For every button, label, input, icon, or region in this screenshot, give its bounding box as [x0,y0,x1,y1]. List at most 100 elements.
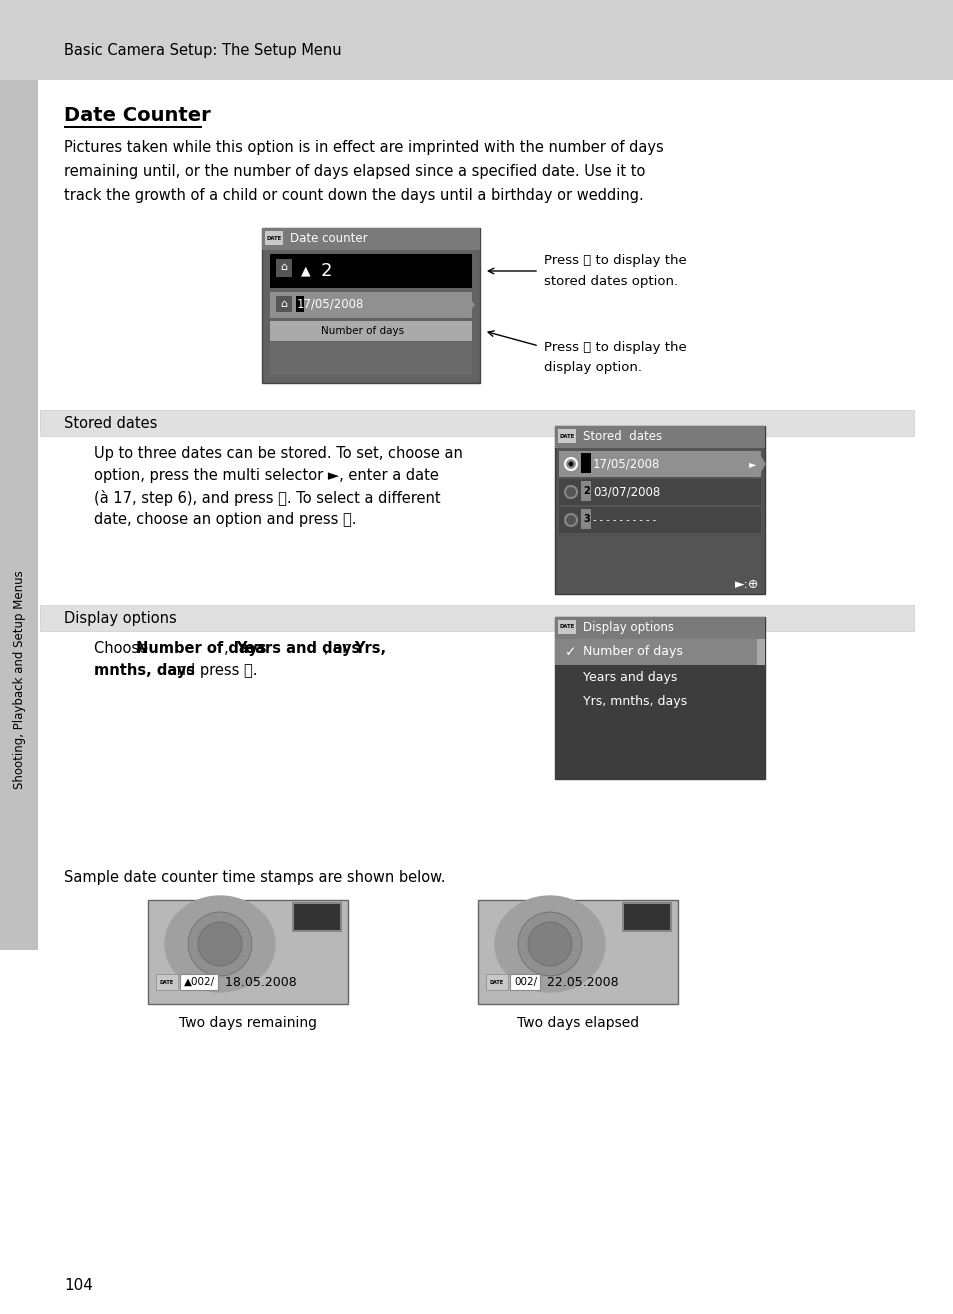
Bar [555,639,764,665]
Bar [580,481,590,501]
Bar [270,342,472,374]
Text: Yrs,: Yrs, [354,641,386,656]
Text: option, press the multi selector ►, enter a date: option, press the multi selector ►, ente… [94,468,438,484]
Bar [292,901,341,932]
Text: display option.: display option. [543,361,641,374]
Bar [621,901,671,932]
Text: 2: 2 [320,261,332,280]
Text: Press ⒪ to display the: Press ⒪ to display the [543,342,686,353]
Text: ⌂: ⌂ [280,300,287,309]
Text: Two days elapsed: Two days elapsed [517,1016,639,1030]
Text: DATE: DATE [558,434,574,439]
Text: ✓: ✓ [564,645,576,660]
Bar [558,507,760,533]
Text: Sample date counter time stamps are shown below.: Sample date counter time stamps are show… [64,870,445,886]
Text: stored dates option.: stored dates option. [543,275,678,288]
Text: 2: 2 [583,486,590,495]
Polygon shape [463,292,474,318]
Text: 17/05/2008: 17/05/2008 [593,457,659,470]
Text: Years and days: Years and days [582,670,677,683]
Bar [262,229,479,250]
Polygon shape [165,896,274,992]
Text: Number of days: Number of days [582,645,682,658]
Text: Stored  dates: Stored dates [582,431,661,444]
Text: DATE: DATE [160,979,173,984]
Bar [580,509,590,530]
Bar [558,535,760,590]
Bar [558,428,576,443]
Text: - - - - - - - - - -: - - - - - - - - - - [593,515,656,526]
Circle shape [198,922,242,966]
Bar [555,426,764,448]
Text: ▲: ▲ [301,264,311,277]
Text: Shooting, Playback and Setup Menus: Shooting, Playback and Setup Menus [13,570,27,790]
Text: and press ⒪.: and press ⒪. [163,664,257,678]
Text: Years and days: Years and days [236,641,360,656]
Circle shape [564,459,577,470]
Bar [558,620,576,633]
Text: Choose: Choose [94,641,152,656]
Text: remaining until, or the number of days elapsed since a specified date. Use it to: remaining until, or the number of days e… [64,164,644,179]
Circle shape [527,922,572,966]
Text: DATE: DATE [266,235,281,240]
Text: ►: ► [748,459,756,469]
Bar [275,259,292,277]
Bar [265,231,283,244]
Text: Pictures taken while this option is in effect are imprinted with the number of d: Pictures taken while this option is in e… [64,141,663,155]
Bar [180,974,218,989]
Text: date, choose an option and press ⒪.: date, choose an option and press ⒪. [94,512,356,527]
Text: 03/07/2008: 03/07/2008 [593,485,659,498]
Bar [40,604,913,631]
Text: ►:⊕: ►:⊕ [734,577,759,590]
Bar [555,689,764,714]
Circle shape [568,461,573,466]
Polygon shape [757,451,764,477]
Text: ⌂: ⌂ [280,261,287,272]
Text: Press ⒪ to display the: Press ⒪ to display the [543,254,686,267]
Bar [148,900,348,1004]
Bar [64,126,202,127]
Text: Date Counter: Date Counter [64,106,211,125]
Text: Basic Camera Setup: The Setup Menu: Basic Camera Setup: The Setup Menu [64,42,341,58]
Text: Number of days: Number of days [136,641,266,656]
Bar [558,480,760,505]
Bar [485,974,507,989]
Text: mnths, days: mnths, days [94,664,194,678]
Text: 22.05.2008: 22.05.2008 [542,975,618,988]
Bar [510,974,539,989]
Text: 104: 104 [64,1279,92,1293]
Text: ▲002/: ▲002/ [184,978,214,987]
Circle shape [517,912,581,976]
Text: Number of days: Number of days [321,326,404,336]
Text: DATE: DATE [490,979,503,984]
Bar [156,974,178,989]
Text: DATE: DATE [558,624,574,629]
Text: 3: 3 [583,514,590,524]
Bar [270,254,472,288]
Text: Yrs, mnths, days: Yrs, mnths, days [582,695,686,707]
Text: (à 17, step 6), and press ⒪. To select a different: (à 17, step 6), and press ⒪. To select a… [94,490,440,506]
Text: Up to three dates can be stored. To set, choose an: Up to three dates can be stored. To set,… [94,445,462,461]
Bar [40,410,913,436]
Text: track the growth of a child or count down the days until a birthday or wedding.: track the growth of a child or count dow… [64,188,643,202]
Bar [275,296,292,311]
Bar [0,0,953,80]
Text: Stored dates: Stored dates [64,415,157,431]
Bar [555,618,764,779]
Text: 002/: 002/ [514,978,537,987]
Bar [270,321,472,342]
Bar [555,714,764,779]
Circle shape [564,514,577,526]
Text: Display options: Display options [582,622,673,635]
Bar [294,904,339,930]
Text: 17/05/2008: 17/05/2008 [296,297,363,310]
Bar [295,296,304,311]
Polygon shape [495,896,604,992]
Bar [262,229,479,382]
Text: ,: , [224,641,233,656]
Bar [555,618,764,639]
Circle shape [564,486,577,498]
Bar [270,292,472,318]
Bar [555,426,764,594]
Bar [558,451,760,477]
